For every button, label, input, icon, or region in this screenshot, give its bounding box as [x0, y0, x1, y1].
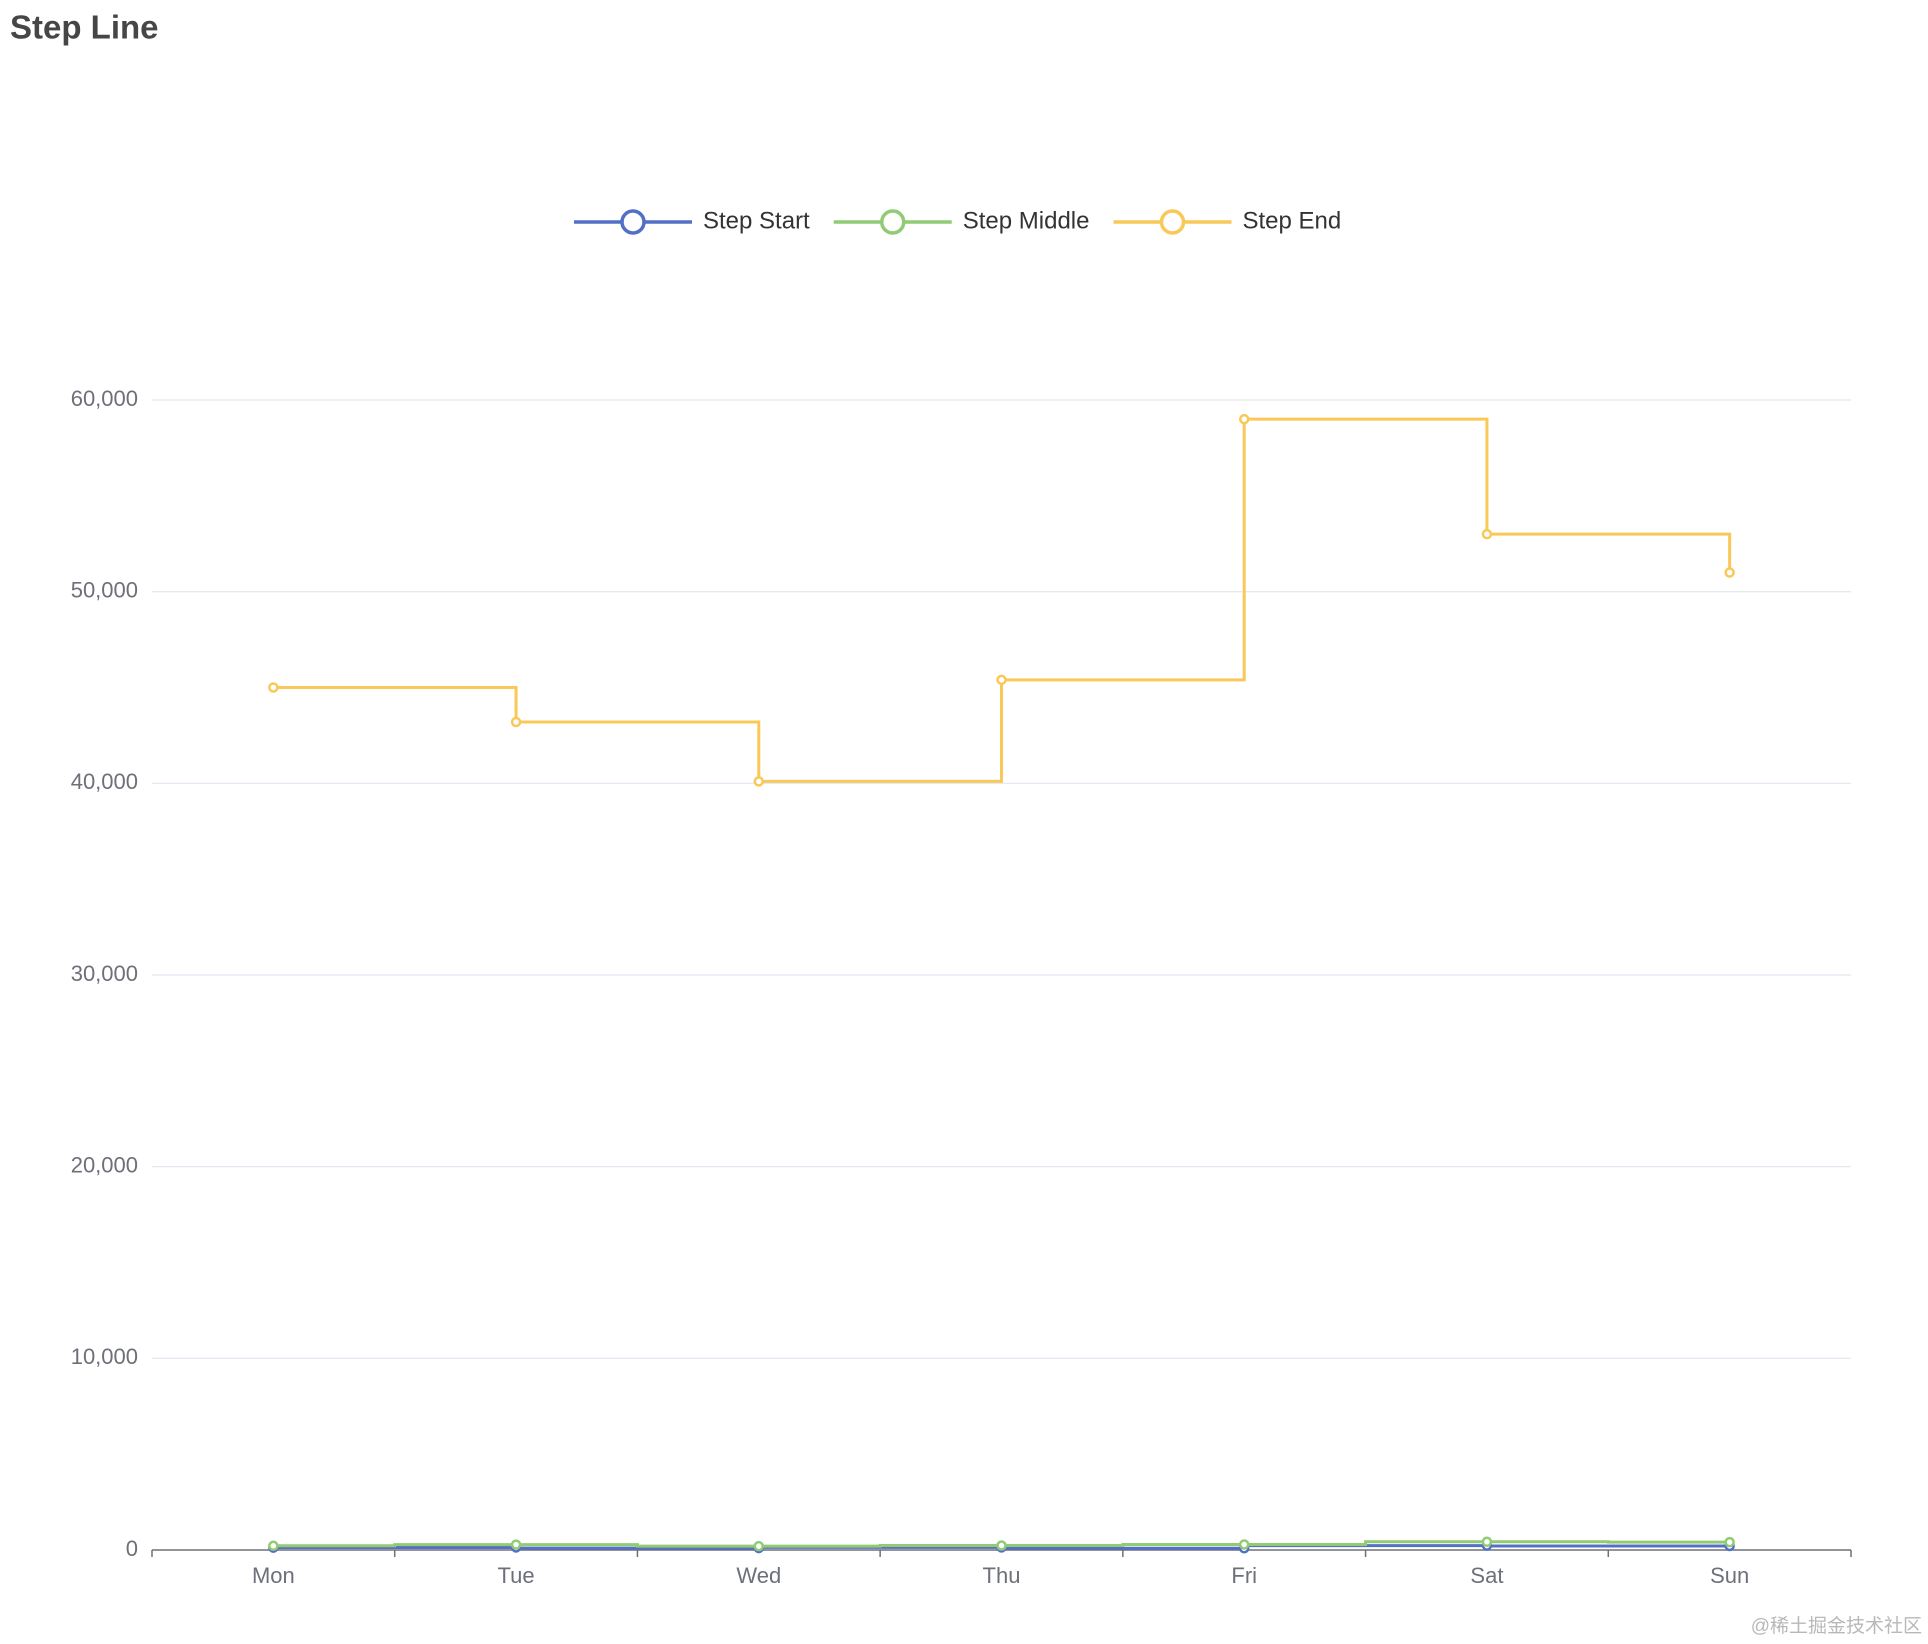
legend-label: Step Middle: [963, 207, 1090, 234]
y-tick-label: 50,000: [71, 577, 138, 602]
data-point: [1238, 413, 1250, 425]
data-point: [996, 1540, 1007, 1551]
data-point: [996, 674, 1007, 686]
y-tick-label: 0: [126, 1536, 138, 1561]
x-tick-label: Sat: [1470, 1563, 1503, 1588]
y-tick-label: 30,000: [71, 961, 138, 986]
data-point: [1238, 1539, 1250, 1550]
x-tick-label: Tue: [498, 1563, 535, 1588]
data-point: [1724, 567, 1735, 578]
y-tick-label: 60,000: [71, 386, 138, 411]
data-point: [268, 682, 279, 693]
data-point: [510, 716, 522, 728]
legend-marker: [1159, 209, 1186, 235]
x-tick-label: Mon: [252, 1563, 295, 1588]
data-point: [753, 1540, 765, 1552]
legend-label: Step Start: [703, 207, 810, 234]
y-tick-label: 10,000: [71, 1344, 138, 1369]
data-point: [268, 1540, 279, 1552]
watermark: @稀土掘金技术社区: [1751, 1615, 1922, 1637]
data-point: [1724, 1536, 1735, 1548]
legend-marker: [620, 209, 646, 235]
data-point: [1481, 1536, 1493, 1548]
data-point: [753, 776, 765, 787]
series-line: [273, 417, 1732, 783]
y-tick-label: 40,000: [71, 769, 138, 794]
data-point: [510, 1539, 522, 1550]
x-tick-label: Wed: [736, 1563, 781, 1588]
legend-label: Step End: [1242, 207, 1341, 234]
chart-title: Step Line: [10, 9, 159, 46]
y-tick-label: 20,000: [71, 1152, 138, 1177]
data-point: [1481, 528, 1493, 540]
x-tick-label: Sun: [1710, 1563, 1749, 1588]
x-tick-label: Fri: [1231, 1563, 1257, 1588]
legend-marker: [879, 209, 906, 235]
x-tick-label: Thu: [983, 1563, 1021, 1588]
